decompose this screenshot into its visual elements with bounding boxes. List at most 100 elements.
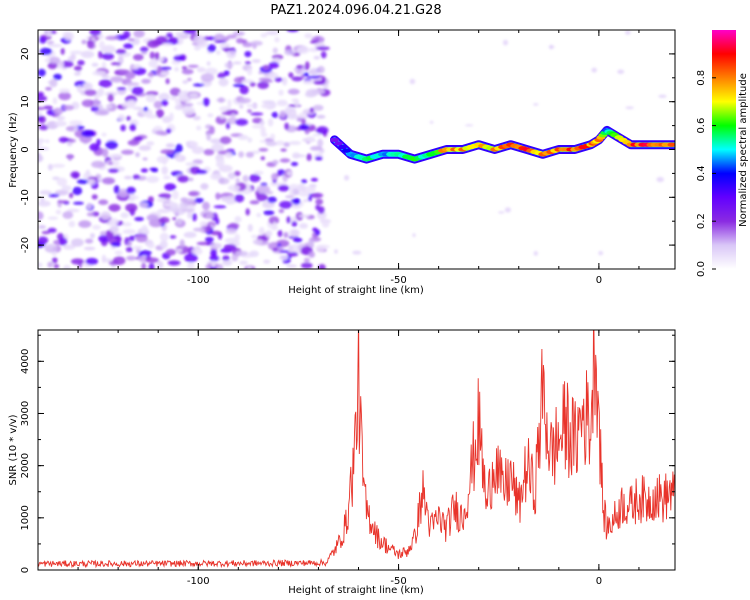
spectrogram-x-ticks: -100 -50 0 bbox=[37, 30, 640, 286]
y-tick-label: 4000 bbox=[20, 349, 31, 374]
noise-blob bbox=[169, 87, 181, 97]
noise-blob bbox=[227, 99, 232, 108]
noise-blob bbox=[262, 79, 274, 83]
noise-blob bbox=[291, 188, 300, 196]
noise-blob bbox=[89, 143, 100, 152]
noise-blob bbox=[115, 49, 127, 55]
noise-blob bbox=[625, 30, 631, 35]
noise-blob bbox=[352, 250, 362, 255]
noise-blob bbox=[272, 247, 279, 252]
noise-blob bbox=[126, 82, 140, 86]
noise-blob bbox=[207, 113, 214, 118]
noise-blob bbox=[219, 136, 232, 145]
y-tick-label: 10 bbox=[20, 95, 31, 108]
noise-blob bbox=[199, 221, 208, 227]
noise-blob bbox=[196, 67, 206, 73]
noise-blob bbox=[298, 124, 310, 131]
noise-blob bbox=[38, 200, 51, 207]
noise-blob bbox=[175, 143, 183, 153]
noise-blob bbox=[127, 99, 137, 107]
noise-blob bbox=[169, 112, 174, 121]
noise-blob bbox=[286, 252, 299, 257]
noise-blob bbox=[251, 124, 264, 129]
noise-blob bbox=[268, 216, 280, 225]
colorbar-ticks: 0.0 0.2 0.4 0.6 0.8 bbox=[696, 70, 716, 277]
noise-blob bbox=[187, 64, 199, 68]
noise-blob bbox=[142, 157, 148, 161]
noise-blob bbox=[216, 158, 225, 166]
noise-blob bbox=[62, 244, 76, 250]
noise-blob bbox=[210, 266, 217, 269]
signal-ridge-group bbox=[330, 125, 675, 164]
noise-blob bbox=[256, 185, 271, 193]
noise-blob bbox=[239, 104, 244, 109]
noise-blob bbox=[247, 137, 253, 143]
noise-blob bbox=[165, 143, 175, 148]
noise-blob bbox=[101, 132, 107, 137]
noise-blob bbox=[258, 148, 269, 152]
noise-blob bbox=[67, 154, 73, 161]
noise-blob bbox=[464, 124, 474, 127]
noise-blob bbox=[308, 251, 316, 258]
noise-blob bbox=[141, 262, 147, 269]
colorbar-tick-label: 0.8 bbox=[696, 70, 707, 86]
noise-blob bbox=[87, 176, 99, 180]
noise-blob bbox=[409, 78, 416, 85]
noise-blob bbox=[139, 250, 152, 256]
colorbar-tick-label: 0.2 bbox=[696, 213, 707, 229]
noise-blob bbox=[121, 149, 134, 155]
noise-blob bbox=[239, 97, 251, 104]
spectrogram-marks bbox=[38, 30, 675, 269]
noise-blob bbox=[234, 194, 245, 203]
noise-blob bbox=[89, 30, 102, 36]
noise-blob bbox=[249, 200, 260, 205]
noise-blob bbox=[46, 40, 55, 45]
noise-blob bbox=[274, 36, 280, 43]
noise-blob bbox=[101, 45, 116, 54]
noise-blob bbox=[38, 95, 48, 102]
noise-blob bbox=[143, 107, 149, 112]
noise-blob bbox=[160, 149, 174, 155]
noise-blob bbox=[209, 255, 220, 262]
noise-blob bbox=[127, 241, 132, 247]
noise-blob bbox=[224, 61, 234, 69]
noise-blob bbox=[68, 220, 76, 228]
noise-blob bbox=[38, 36, 47, 44]
noise-blob bbox=[112, 232, 122, 236]
noise-blob bbox=[244, 51, 252, 58]
noise-blob bbox=[311, 192, 324, 199]
noise-blob bbox=[153, 100, 163, 109]
noise-blob bbox=[260, 132, 268, 138]
noise-blob bbox=[249, 82, 256, 87]
noise-blob bbox=[158, 193, 172, 199]
noise-blob bbox=[302, 80, 314, 85]
noise-blob bbox=[200, 73, 215, 82]
noise-blob bbox=[163, 202, 173, 207]
noise-blob bbox=[154, 52, 160, 61]
noise-blob bbox=[216, 50, 221, 55]
noise-blob bbox=[222, 255, 230, 261]
noise-blob bbox=[43, 105, 53, 110]
noise-blob bbox=[311, 89, 325, 95]
noise-blob bbox=[175, 32, 189, 37]
y-tick-label: -10 bbox=[20, 189, 31, 205]
noise-blob bbox=[625, 106, 634, 110]
noise-blob bbox=[242, 175, 249, 183]
noise-blob bbox=[108, 203, 121, 212]
spectrogram-x-axis-label: Height of straight line (km) bbox=[288, 285, 424, 296]
noise-blob bbox=[74, 72, 81, 76]
noise-blob bbox=[234, 170, 241, 177]
noise-blob bbox=[169, 235, 177, 239]
noise-blob bbox=[134, 216, 145, 222]
noise-blob bbox=[123, 30, 131, 39]
noise-blob bbox=[73, 124, 78, 132]
noise-blob bbox=[165, 78, 170, 85]
noise-blob bbox=[124, 175, 133, 180]
noise-blob bbox=[287, 88, 300, 95]
noise-blob bbox=[278, 208, 285, 214]
noise-blob bbox=[62, 211, 74, 219]
noise-blob bbox=[38, 106, 46, 111]
y-tick-label: 1000 bbox=[20, 505, 31, 530]
noise-blob bbox=[44, 244, 57, 248]
